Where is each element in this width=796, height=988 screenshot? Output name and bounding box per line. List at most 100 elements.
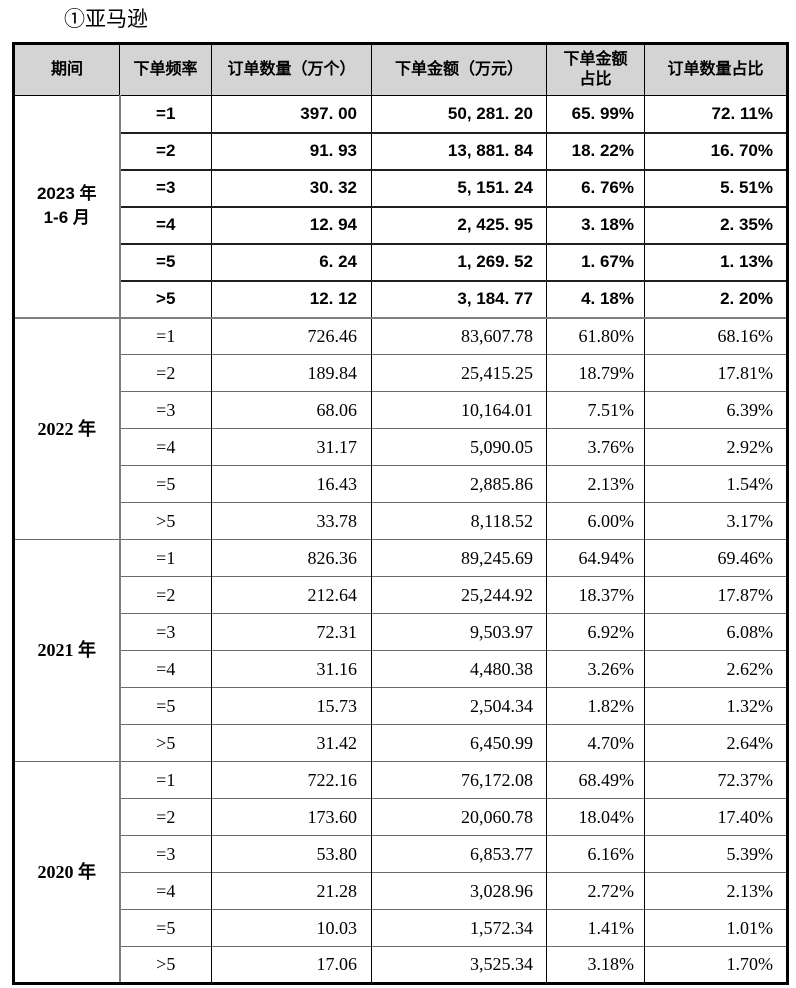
order-amount-cell: 50, 281. 20 [371,95,547,133]
quantity-share-cell: 69.46% [644,539,788,577]
order-amount-cell: 76,172.08 [371,761,547,799]
order-quantity-cell: 33.78 [211,502,372,540]
table-row: >5 12. 12 3, 184. 77 4. 18% 2. 20% [13,280,788,318]
period-cell: 2023 年 1-6 月 [13,95,121,318]
table-row: =2 173.60 20,060.78 18.04% 17.40% [13,798,788,836]
order-frequency-cell: =1 [156,769,176,790]
amount-share-cell: 1.82% [546,687,645,725]
order-frequency-cell: =5 [156,473,176,494]
order-quantity-cell: 31.17 [211,428,372,466]
order-amount-cell: 89,245.69 [371,539,547,577]
amount-share-cell: 3.26% [546,650,645,688]
amount-share-cell: 7.51% [546,391,645,429]
amazon-order-frequency-table: 期间 下单频率 订单数量（万个） 下单金额（万元） 下单金额 占比 订单数量占比… [12,42,789,985]
order-amount-cell: 25,415.25 [371,354,547,392]
table-row: =3 30. 32 5, 151. 24 6. 76% 5. 51% [13,169,788,207]
order-amount-cell: 20,060.78 [371,798,547,836]
order-amount-cell: 3, 184. 77 [371,280,547,318]
order-amount-cell: 3,525.34 [371,946,547,984]
amount-share-cell: 6.92% [546,613,645,651]
order-quantity-cell: 68.06 [211,391,372,429]
order-frequency-cell: >5 [156,289,176,308]
table-row: 2023 年 1-6 月 =1 397. 00 50, 281. 20 65. 99% 7… [13,95,788,318]
order-frequency-cell: =3 [156,178,176,197]
period-cell: 2021 年 [13,539,121,762]
order-amount-cell: 2,504.34 [371,687,547,725]
order-amount-cell: 5, 151. 24 [371,169,547,207]
order-frequency-cell: =5 [156,917,176,938]
table-row: =5 10.03 1,572.34 1.41% 1.01% [13,909,788,947]
table-row: =3 68.06 10,164.01 7.51% 6.39% [13,391,788,429]
quantity-share-cell: 1.01% [644,909,788,947]
quantity-share-cell: 1.70% [644,946,788,984]
order-amount-cell: 9,503.97 [371,613,547,651]
quantity-share-cell: 17.40% [644,798,788,836]
quantity-share-cell: 16. 70% [644,132,788,170]
quantity-share-cell: 6.39% [644,391,788,429]
order-frequency-cell: =3 [156,621,176,642]
amount-share-cell: 18.37% [546,576,645,614]
order-quantity-cell: 12. 94 [211,206,372,244]
order-amount-cell: 3,028.96 [371,872,547,910]
amount-share-cell: 18. 22% [546,132,645,170]
quantity-share-cell: 2. 20% [644,280,788,318]
order-quantity-cell: 16.43 [211,465,372,503]
col-header-quantity-share: 订单数量占比 [644,43,788,96]
period-cell: 2020 年 [13,761,121,984]
amount-share-cell: 4. 18% [546,280,645,318]
order-amount-cell: 25,244.92 [371,576,547,614]
amount-share-cell: 64.94% [546,539,645,577]
amount-share-cell: 18.79% [546,354,645,392]
table-row: >5 17.06 3,525.34 3.18% 1.70% [13,946,788,984]
order-frequency-cell: =2 [156,806,176,827]
quantity-share-cell: 2.13% [644,872,788,910]
order-quantity-cell: 31.42 [211,724,372,762]
col-header-amount-share: 下单金额 占比 [546,43,645,96]
order-quantity-cell: 722.16 [211,761,372,799]
table-row: 2021 年 =1 826.36 89,245.69 64.94% 69.46% [13,539,788,762]
amount-share-cell: 3. 18% [546,206,645,244]
order-quantity-cell: 212.64 [211,576,372,614]
order-amount-cell: 6,450.99 [371,724,547,762]
order-frequency-cell: =4 [156,215,176,234]
order-quantity-cell: 15.73 [211,687,372,725]
order-amount-cell: 83,607.78 [371,317,547,355]
amount-share-cell: 61.80% [546,317,645,355]
amount-share-cell: 68.49% [546,761,645,799]
table-row: =5 6. 24 1, 269. 52 1. 67% 1. 13% [13,243,788,281]
table-row: =5 15.73 2,504.34 1.82% 1.32% [13,687,788,725]
table-row: =2 212.64 25,244.92 18.37% 17.87% [13,576,788,614]
quantity-share-cell: 3.17% [644,502,788,540]
order-quantity-cell: 21.28 [211,872,372,910]
table-body: 2023 年 1-6 月 =1 397. 00 50, 281. 20 65. 99% 7… [13,95,788,984]
order-frequency-cell: =4 [156,436,176,457]
order-quantity-cell: 6. 24 [211,243,372,281]
order-quantity-cell: 17.06 [211,946,372,984]
order-frequency-cell: =3 [156,843,176,864]
quantity-share-cell: 17.87% [644,576,788,614]
order-frequency-cell: >5 [156,954,176,974]
order-amount-cell: 5,090.05 [371,428,547,466]
quantity-share-cell: 2.62% [644,650,788,688]
amount-share-cell: 6. 76% [546,169,645,207]
order-frequency-cell: =2 [156,362,176,383]
quantity-share-cell: 5.39% [644,835,788,873]
table-row: =4 12. 94 2, 425. 95 3. 18% 2. 35% [13,206,788,244]
amount-share-cell: 1. 67% [546,243,645,281]
order-quantity-cell: 72.31 [211,613,372,651]
order-amount-cell: 1, 269. 52 [371,243,547,281]
amount-share-cell: 2.72% [546,872,645,910]
quantity-share-cell: 68.16% [644,317,788,355]
col-header-order-frequency: 下单频率 [119,43,212,96]
amount-share-cell: 2.13% [546,465,645,503]
col-header-period: 期间 [13,43,120,96]
amount-share-cell: 3.18% [546,946,645,984]
quantity-share-cell: 2. 35% [644,206,788,244]
order-amount-cell: 1,572.34 [371,909,547,947]
order-amount-cell: 8,118.52 [371,502,547,540]
quantity-share-cell: 72. 11% [644,95,788,133]
order-frequency-cell: =5 [156,252,176,271]
order-frequency-cell: =3 [156,399,176,420]
amount-share-cell: 6.16% [546,835,645,873]
order-quantity-cell: 30. 32 [211,169,372,207]
